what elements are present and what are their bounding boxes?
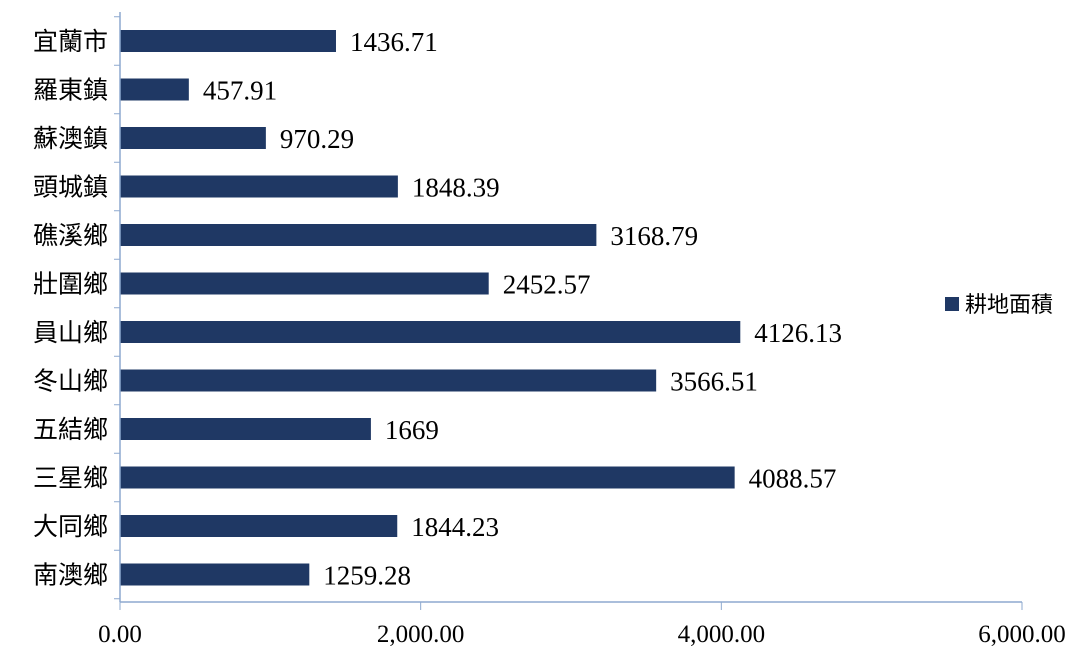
category-label-7: 冬山鄉 (33, 367, 108, 396)
bar-0 (120, 30, 336, 52)
value-label-4: 3168.79 (610, 221, 698, 251)
category-label-2: 蘇澳鎮 (33, 124, 108, 153)
value-label-5: 2452.57 (503, 270, 591, 300)
value-label-6: 4126.13 (754, 318, 842, 348)
value-label-2: 970.29 (280, 124, 354, 154)
category-label-0: 宜蘭市 (33, 27, 108, 56)
bar-4 (120, 224, 597, 246)
bar-3 (120, 175, 398, 198)
category-label-1: 羅東鎮 (33, 76, 108, 105)
category-label-8: 五結鄉 (33, 415, 108, 444)
bars-layer (120, 30, 741, 586)
value-label-3: 1848.39 (412, 173, 500, 203)
labels-layer: 宜蘭市 1436.71 羅東鎮 457.91 蘇澳鎮 970.29 頭城鎮 1848.39 礁溪… (33, 27, 1066, 646)
x-tick-label-3: 6,000.00 (978, 621, 1066, 646)
category-label-11: 南澳鄉 (33, 561, 108, 590)
value-label-8: 1669 (385, 415, 439, 445)
x-tick-label-0: 0.00 (98, 621, 142, 646)
category-label-6: 員山鄉 (33, 318, 108, 347)
legend-label: 耕地面積 (965, 293, 1053, 318)
bar-7 (120, 369, 657, 392)
legend-swatch (945, 297, 959, 311)
bar-1 (120, 78, 189, 101)
bar-11 (120, 563, 310, 586)
value-label-11: 1259.28 (323, 561, 411, 591)
category-label-5: 壯圍鄉 (33, 270, 108, 299)
bar-8 (120, 418, 371, 440)
category-label-10: 大同鄉 (33, 512, 108, 541)
category-label-3: 頭城鎮 (33, 173, 108, 202)
bar-2 (120, 127, 266, 149)
bar-6 (120, 321, 741, 343)
value-label-9: 4088.57 (749, 464, 837, 494)
category-label-9: 三星鄉 (33, 464, 108, 493)
value-label-1: 457.91 (203, 76, 277, 106)
axis-layer (114, 12, 1023, 610)
value-label-10: 1844.23 (411, 512, 499, 542)
x-tick-label-2: 4,000.00 (678, 621, 766, 646)
legend: 耕地面積 (945, 293, 1053, 318)
value-label-0: 1436.71 (350, 27, 438, 57)
bar-10 (120, 515, 398, 537)
bar-5 (120, 272, 489, 295)
x-tick-label-1: 2,000.00 (377, 621, 465, 646)
value-label-7: 3566.51 (670, 367, 758, 397)
category-label-4: 礁溪鄉 (33, 221, 108, 250)
bar-9 (120, 466, 735, 489)
